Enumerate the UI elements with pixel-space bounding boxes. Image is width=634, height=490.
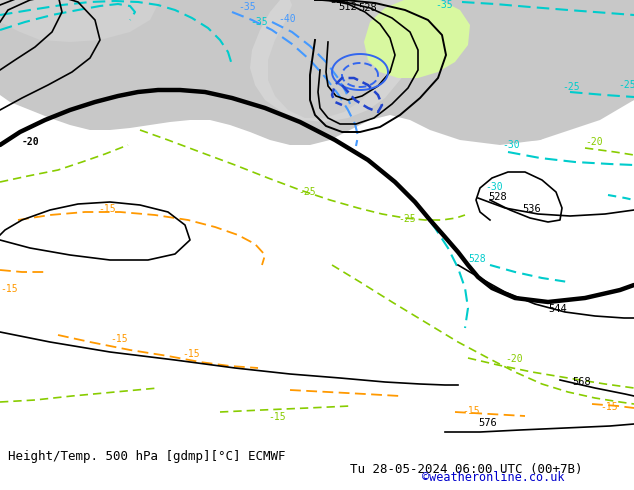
Text: 568: 568: [572, 377, 591, 387]
Text: -25: -25: [618, 80, 634, 90]
Text: -25: -25: [298, 187, 316, 197]
Text: -30: -30: [485, 182, 503, 192]
Text: -30: -30: [502, 140, 520, 150]
Text: -25: -25: [562, 82, 579, 92]
Text: -20: -20: [22, 137, 39, 147]
Text: Tu 28-05-2024 06:00 UTC (00+7B): Tu 28-05-2024 06:00 UTC (00+7B): [350, 463, 583, 476]
Polygon shape: [0, 0, 634, 145]
Text: ©weatheronline.co.uk: ©weatheronline.co.uk: [422, 471, 564, 484]
Text: 528: 528: [359, 3, 377, 13]
Text: -35: -35: [435, 0, 453, 10]
Polygon shape: [450, 0, 634, 142]
Text: 544: 544: [548, 304, 567, 314]
Text: -15: -15: [462, 406, 480, 416]
Text: -15: -15: [98, 204, 115, 214]
Text: 520: 520: [330, 0, 349, 5]
Polygon shape: [0, 0, 160, 42]
Text: -20: -20: [505, 354, 522, 364]
Text: -35: -35: [250, 17, 268, 27]
Text: 536: 536: [522, 204, 541, 214]
Text: -15: -15: [0, 284, 18, 294]
Text: 528: 528: [468, 254, 486, 264]
Text: -15: -15: [268, 412, 286, 422]
Text: 528: 528: [488, 192, 507, 202]
Text: -40: -40: [278, 14, 295, 24]
Text: -15: -15: [110, 334, 127, 344]
Text: -25: -25: [398, 214, 416, 224]
Text: -15: -15: [600, 402, 618, 412]
Text: -20: -20: [585, 137, 603, 147]
Text: Height/Temp. 500 hPa [gdmp][°C] ECMWF: Height/Temp. 500 hPa [gdmp][°C] ECMWF: [8, 450, 285, 463]
Text: 512: 512: [338, 2, 357, 12]
Polygon shape: [268, 0, 400, 118]
Text: -15: -15: [182, 349, 200, 359]
Text: -35: -35: [238, 2, 256, 12]
Text: 576: 576: [478, 418, 497, 428]
Polygon shape: [364, 0, 470, 78]
Polygon shape: [240, 0, 430, 122]
